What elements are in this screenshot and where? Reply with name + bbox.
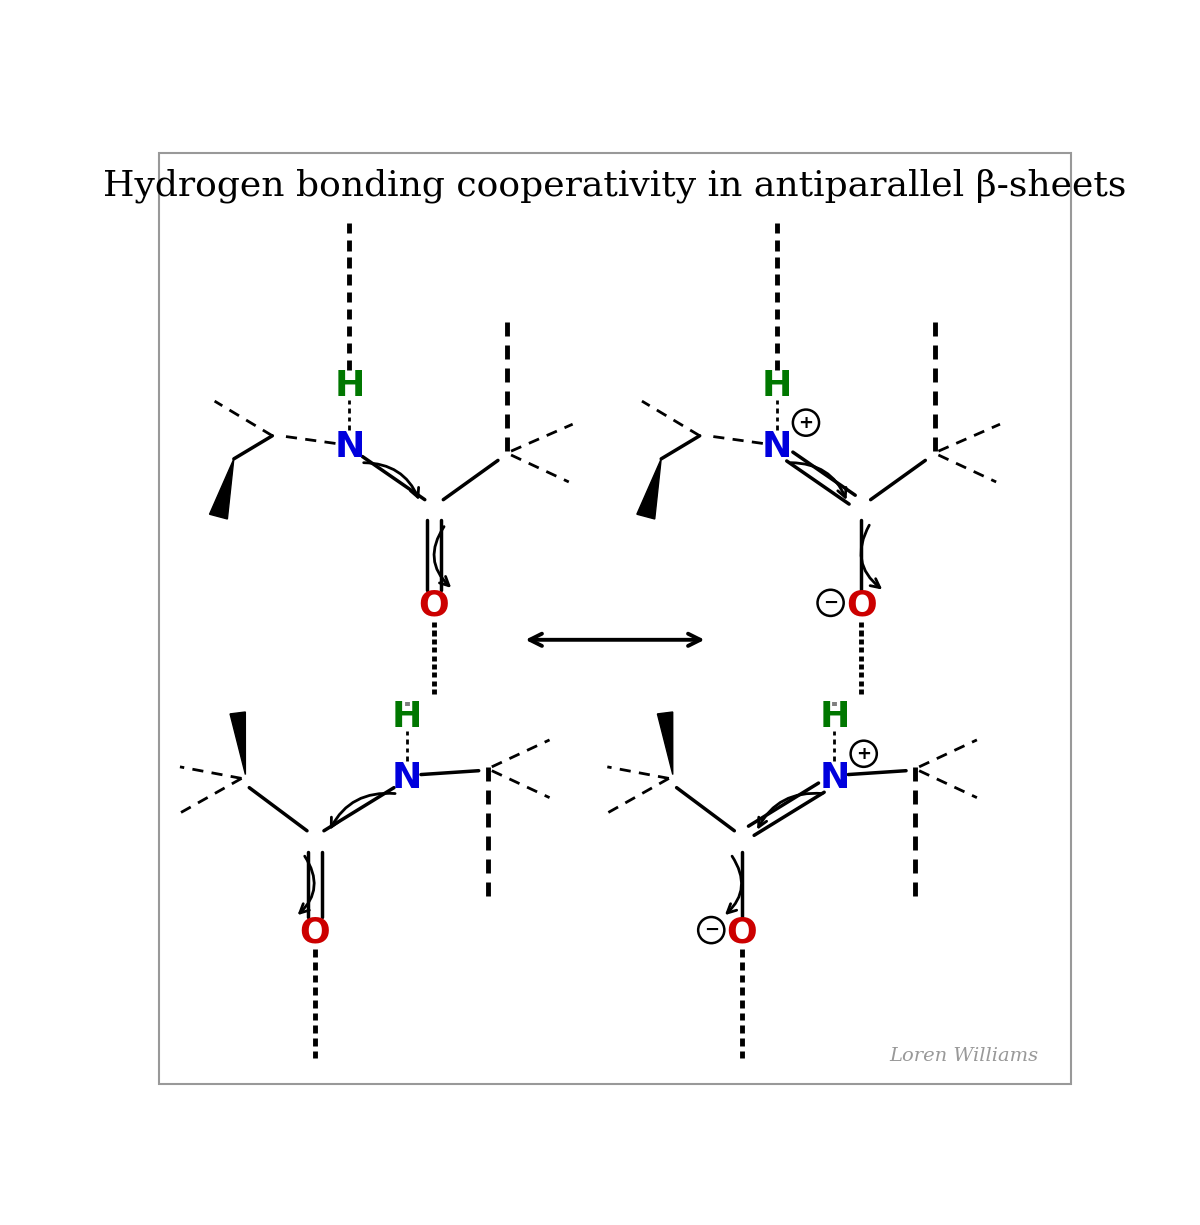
Text: +: + — [798, 414, 814, 431]
Text: +: + — [857, 745, 871, 763]
Text: N: N — [392, 762, 422, 795]
Text: O: O — [846, 588, 877, 622]
Text: −: − — [703, 921, 719, 940]
Text: O: O — [299, 915, 330, 949]
Polygon shape — [210, 459, 234, 519]
Polygon shape — [637, 459, 661, 519]
Text: O: O — [419, 588, 450, 622]
Text: H: H — [762, 369, 792, 403]
Text: H: H — [392, 699, 422, 734]
Text: O: O — [727, 915, 757, 949]
Text: N: N — [334, 430, 365, 464]
Text: Hydrogen bonding cooperativity in antiparallel β-sheets: Hydrogen bonding cooperativity in antipa… — [103, 168, 1127, 203]
Text: −: − — [823, 594, 838, 611]
Text: Loren Williams: Loren Williams — [889, 1046, 1038, 1065]
Text: N: N — [820, 762, 850, 795]
Text: N: N — [762, 430, 792, 464]
Polygon shape — [658, 712, 673, 774]
Polygon shape — [230, 712, 245, 774]
Text: H: H — [820, 699, 850, 734]
Text: H: H — [334, 369, 365, 403]
